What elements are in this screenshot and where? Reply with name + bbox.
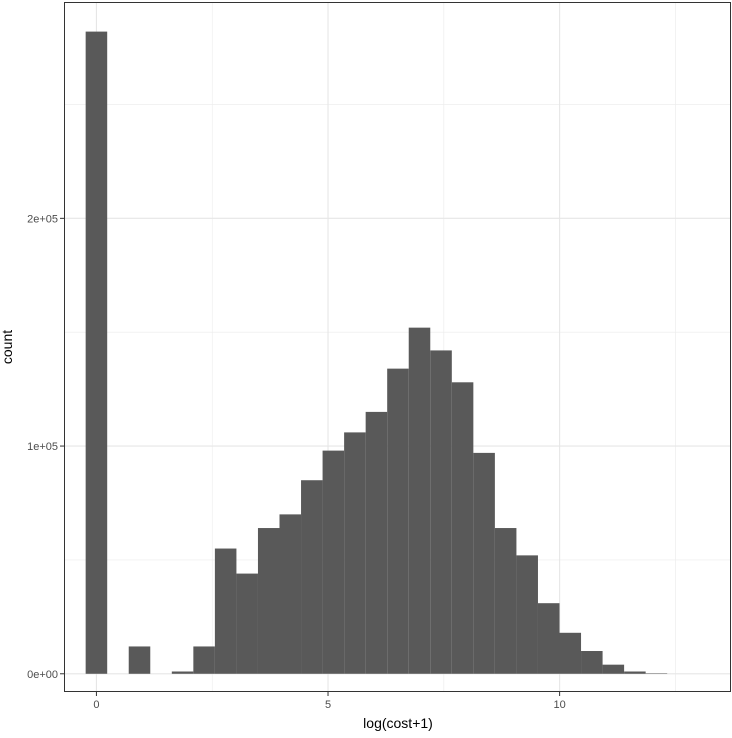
histogram-bar (280, 514, 302, 673)
histogram-bar (366, 412, 388, 674)
histogram-bar (258, 528, 280, 674)
x-tick-label: 0 (93, 699, 99, 711)
histogram-bar (516, 555, 538, 673)
y-axis-ticks: 0e+00 1e+05 2e+05 (27, 213, 64, 680)
x-axis-title: log(cost+1) (363, 715, 433, 731)
histogram-bar (624, 672, 646, 674)
histogram-bar (560, 633, 582, 674)
histogram-bar (452, 382, 474, 673)
histogram-bar (86, 32, 108, 674)
histogram-bar (473, 453, 495, 674)
x-tick-label: 10 (553, 699, 565, 711)
x-axis-ticks: 0 5 10 (93, 692, 565, 711)
y-tick-label: 0e+00 (27, 669, 58, 681)
histogram-bar (387, 369, 409, 674)
histogram-bar (538, 603, 560, 674)
histogram-bar (323, 451, 345, 674)
histogram-bar (581, 651, 603, 674)
histogram-bar (129, 646, 151, 673)
histogram-bar (344, 432, 366, 673)
y-tick-label: 2e+05 (27, 213, 58, 225)
histogram-bar (172, 672, 194, 674)
y-tick-label: 1e+05 (27, 441, 58, 453)
histogram-bar (193, 646, 215, 673)
x-tick-label: 5 (325, 699, 331, 711)
histogram-bar (495, 528, 517, 674)
histogram-bar (215, 549, 237, 674)
histogram-bar (430, 350, 452, 673)
histogram-bar (603, 665, 625, 674)
histogram-bar (409, 328, 431, 674)
histogram-bar (301, 480, 323, 674)
histogram-bar (236, 574, 258, 674)
y-axis-title: count (0, 330, 15, 364)
